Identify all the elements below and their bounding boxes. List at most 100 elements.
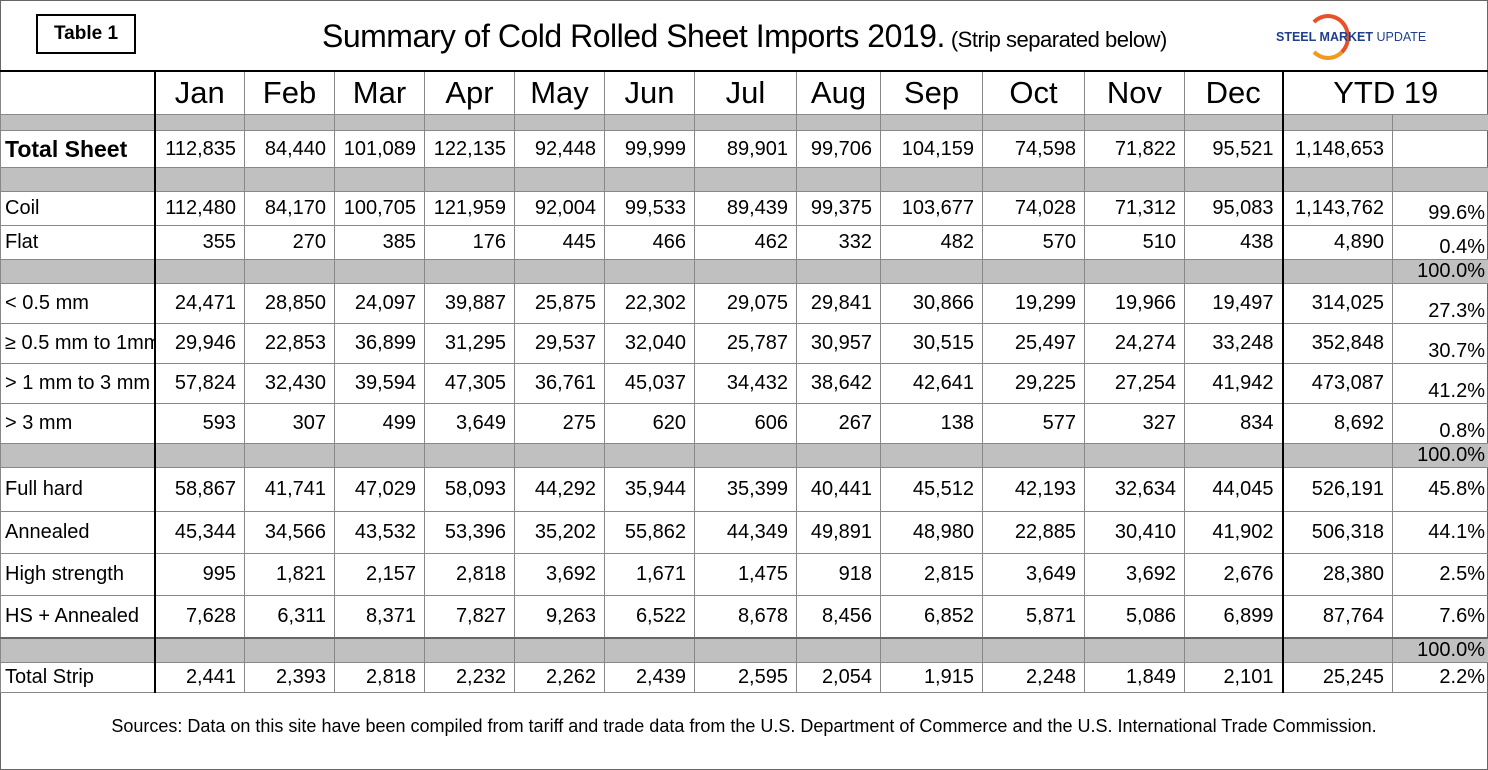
separator-cell xyxy=(880,167,983,192)
value-cell: 31,295 xyxy=(424,323,515,364)
value-cell: 112,480 xyxy=(154,191,245,226)
value-cell: 34,566 xyxy=(244,511,335,554)
value-cell: 275 xyxy=(514,403,605,444)
separator-cell xyxy=(1281,636,1393,663)
value-cell: 32,634 xyxy=(1084,467,1185,512)
separator-row: 100.0% xyxy=(0,636,1488,663)
value-cell: 45,037 xyxy=(604,363,695,404)
row-label: Flat xyxy=(0,225,156,260)
value-cell: 25,875 xyxy=(514,283,605,324)
table-row: Coil 112,480 84,170 100,705 121,959 92,004 99,… xyxy=(0,191,1488,226)
pct-cell: 41.2% xyxy=(1391,363,1488,404)
ytd-cell: 28,380 xyxy=(1281,553,1393,596)
value-cell: 22,302 xyxy=(604,283,695,324)
value-cell: 33,248 xyxy=(1184,323,1283,364)
table-row: Total Strip 2,441 2,393 2,818 2,232 2,262 2,43… xyxy=(0,661,1488,693)
value-cell: 35,202 xyxy=(514,511,605,554)
value-cell: 176 xyxy=(424,225,515,260)
separator-cell xyxy=(244,259,335,284)
value-cell: 71,822 xyxy=(1084,130,1185,168)
separator-cell xyxy=(334,114,425,131)
value-cell: 34,432 xyxy=(694,363,797,404)
separator-cell xyxy=(694,167,797,192)
row-label: Total Sheet xyxy=(0,130,156,168)
value-cell: 89,439 xyxy=(694,191,797,226)
separator-cell xyxy=(880,114,983,131)
ytd-cell: 526,191 xyxy=(1281,467,1393,512)
value-cell: 25,497 xyxy=(982,323,1085,364)
value-cell: 100,705 xyxy=(334,191,425,226)
column-header-jan: Jan xyxy=(154,70,245,115)
pct-cell: 2.2% xyxy=(1391,661,1488,693)
value-cell: 19,299 xyxy=(982,283,1085,324)
separator-cell xyxy=(514,443,605,468)
ytd-cell: 8,692 xyxy=(1281,403,1393,444)
value-cell: 270 xyxy=(244,225,335,260)
title-text: Summary of Cold Rolled Sheet Imports 201… xyxy=(322,18,945,54)
separator-row xyxy=(0,167,1488,192)
separator-cell xyxy=(334,636,425,663)
value-cell: 30,957 xyxy=(796,323,881,364)
value-cell: 482 xyxy=(880,225,983,260)
separator-cell xyxy=(1184,167,1283,192)
column-header-jul: Jul xyxy=(694,70,797,115)
pct-cell: 44.1% xyxy=(1391,511,1488,554)
value-cell: 30,515 xyxy=(880,323,983,364)
value-cell: 2,815 xyxy=(880,553,983,596)
value-cell: 834 xyxy=(1184,403,1283,444)
pct-total-cell: 100.0% xyxy=(1391,636,1488,663)
header-corner-cell xyxy=(0,70,156,115)
separator-cell xyxy=(0,167,156,192)
value-cell: 577 xyxy=(982,403,1085,444)
separator-cell xyxy=(514,167,605,192)
value-cell: 29,537 xyxy=(514,323,605,364)
value-cell: 92,448 xyxy=(514,130,605,168)
column-header-aug: Aug xyxy=(796,70,881,115)
separator-cell xyxy=(334,259,425,284)
separator-cell xyxy=(1184,114,1283,131)
value-cell: 2,441 xyxy=(154,661,245,693)
table-row: High strength 995 1,821 2,157 2,818 3,692 1,67… xyxy=(0,553,1488,596)
table-row: Flat 355 270 385 176 445 466 462 332 482 570 510 438… xyxy=(0,225,1488,260)
column-header-dec: Dec xyxy=(1184,70,1283,115)
row-label: Full hard xyxy=(0,467,156,512)
value-cell: 6,311 xyxy=(244,595,335,638)
imports-table: Jan Feb Mar Apr May Jun Jul Aug Sep Oct Nov Dec YTD … xyxy=(0,70,1488,693)
value-cell: 355 xyxy=(154,225,245,260)
value-cell: 36,899 xyxy=(334,323,425,364)
table-row: Annealed 45,344 34,566 43,532 53,396 35,202 55… xyxy=(0,511,1488,554)
value-cell: 620 xyxy=(604,403,695,444)
separator-cell xyxy=(694,259,797,284)
value-cell: 121,959 xyxy=(424,191,515,226)
separator-cell xyxy=(334,443,425,468)
table-row: HS + Annealed 7,628 6,311 8,371 7,827 9,263 6,… xyxy=(0,595,1488,638)
row-label: High strength xyxy=(0,553,156,596)
pct-cell xyxy=(1391,130,1488,168)
value-cell: 593 xyxy=(154,403,245,444)
value-cell: 29,225 xyxy=(982,363,1085,404)
separator-cell xyxy=(244,636,335,663)
table-row: Full hard 58,867 41,741 47,029 58,093 44,292 3… xyxy=(0,467,1488,512)
value-cell: 57,824 xyxy=(154,363,245,404)
value-cell: 5,086 xyxy=(1084,595,1185,638)
value-cell: 24,097 xyxy=(334,283,425,324)
value-cell: 42,193 xyxy=(982,467,1085,512)
separator-cell xyxy=(694,443,797,468)
ytd-cell: 87,764 xyxy=(1281,595,1393,638)
separator-cell xyxy=(244,443,335,468)
value-cell: 58,093 xyxy=(424,467,515,512)
value-cell: 3,649 xyxy=(424,403,515,444)
value-cell: 6,852 xyxy=(880,595,983,638)
value-cell: 2,439 xyxy=(604,661,695,693)
logo-arc-icon xyxy=(1306,14,1350,60)
row-label: < 0.5 mm xyxy=(0,283,156,324)
value-cell: 29,841 xyxy=(796,283,881,324)
value-cell: 101,089 xyxy=(334,130,425,168)
value-cell: 41,942 xyxy=(1184,363,1283,404)
separator-cell xyxy=(424,636,515,663)
value-cell: 307 xyxy=(244,403,335,444)
value-cell: 103,677 xyxy=(880,191,983,226)
separator-cell xyxy=(604,114,695,131)
value-cell: 44,292 xyxy=(514,467,605,512)
pct-cell: 27.3% xyxy=(1391,283,1488,324)
